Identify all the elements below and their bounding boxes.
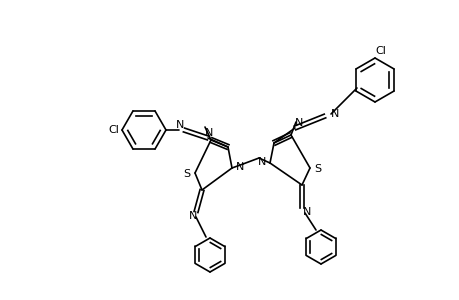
Text: N: N <box>235 162 244 172</box>
Text: Cl: Cl <box>375 46 386 56</box>
Text: N: N <box>257 157 266 167</box>
Text: N: N <box>175 120 184 130</box>
Text: N: N <box>204 128 213 138</box>
Text: N: N <box>294 118 302 128</box>
Text: S: S <box>183 169 190 179</box>
Text: Cl: Cl <box>108 125 119 135</box>
Text: N: N <box>302 207 310 217</box>
Text: N: N <box>330 109 338 119</box>
Text: S: S <box>314 164 321 174</box>
Text: N: N <box>188 211 197 221</box>
